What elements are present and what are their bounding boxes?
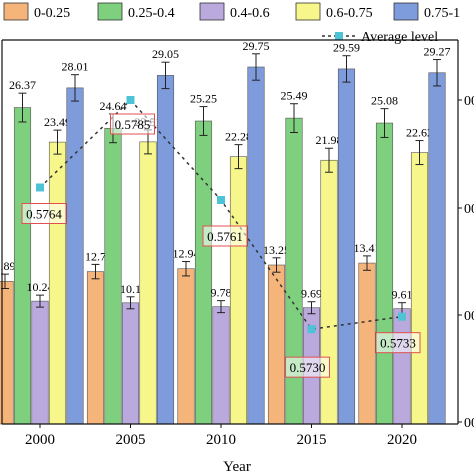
average-label: 0.5733	[380, 336, 416, 351]
average-label: 0.5764	[26, 207, 62, 222]
average-label-box	[285, 356, 330, 378]
bar	[13, 107, 32, 425]
bar	[285, 117, 303, 425]
data-label: 9.69	[301, 287, 322, 301]
bar	[267, 264, 286, 425]
y2-tick-label: 00	[464, 202, 474, 217]
bar	[66, 87, 84, 425]
data-label: 1.89	[0, 259, 16, 273]
data-label: 29.75	[243, 39, 270, 53]
x-tick-label: 2015	[297, 432, 327, 448]
data-label: 23.49	[44, 115, 71, 129]
data-label: 9.78	[211, 286, 232, 300]
legend-swatch	[97, 2, 123, 21]
bar	[428, 72, 446, 425]
legend-swatch	[295, 2, 321, 21]
bar	[247, 66, 265, 425]
data-label: 24.64	[100, 99, 127, 113]
bar	[48, 141, 67, 425]
average-label-box	[21, 203, 67, 224]
average-marker	[307, 325, 316, 334]
average-label-box	[202, 225, 248, 247]
legend-label: 0.75-1	[424, 6, 460, 21]
x-tick-label: 2005	[116, 432, 146, 448]
data-label: 29.05	[152, 47, 179, 61]
average-marker	[126, 96, 135, 104]
data-label: 10.1	[120, 282, 141, 296]
data-label: 9.61	[392, 288, 413, 302]
data-label: 25.08	[371, 94, 398, 108]
average-label-box	[110, 113, 155, 135]
bar	[139, 141, 157, 425]
bar	[410, 152, 429, 425]
data-label: 25.25	[190, 92, 217, 106]
average-marker	[36, 183, 44, 192]
data-label: 13.25	[263, 243, 290, 257]
data-label: 29.27	[424, 45, 451, 59]
data-label: 12.7	[85, 249, 106, 263]
legend-swatch	[393, 2, 419, 21]
bar	[320, 159, 338, 425]
bars-layer: 1.89 12.7 12.94 13.25 13.41 26.37 24.64 25.25 25…	[0, 39, 451, 425]
axes-layer: 2000 2005 2010 2015 2020 00 00 00 00	[1, 39, 474, 448]
x-tick-label: 2010	[206, 432, 236, 448]
data-label: 21.98	[316, 133, 343, 147]
bar	[121, 302, 140, 425]
bar	[31, 300, 49, 425]
y2-tick-label: 00	[464, 416, 474, 431]
legend-label: 0.4-0.6	[230, 6, 270, 21]
legend-label: 0.25-0.4	[128, 6, 175, 21]
data-label: 13.41	[354, 241, 381, 255]
y2-tick-label: 00	[464, 94, 474, 109]
average-label-box	[375, 332, 421, 354]
legend-swatch	[3, 2, 29, 21]
legend: 0-0.25 0.25-0.4 0.4-0.6 0.6-0.75 0.75-1 Avera…	[3, 2, 460, 45]
average-label: 0.5730	[290, 360, 326, 375]
x-tick-label: 2020	[387, 432, 417, 448]
legend-label: 0.6-0.75	[326, 6, 373, 21]
bar	[358, 262, 376, 425]
average-marker	[398, 312, 406, 321]
y2-tick-label: 00	[464, 309, 474, 324]
legend-swatch	[199, 2, 225, 21]
bar	[177, 268, 195, 425]
average-line-layer: 0.5764 0.5785 0.5761 0.5730 0.5733	[21, 96, 421, 378]
data-label: 10.24	[27, 280, 54, 294]
data-label: 29.59	[333, 41, 360, 55]
bar	[194, 120, 213, 425]
bar	[156, 75, 175, 425]
average-label: 0.5761	[207, 229, 243, 244]
x-tick-label: 2000	[25, 432, 55, 448]
legend-average-marker	[335, 32, 343, 40]
average-marker	[217, 196, 225, 204]
data-label: 22.62	[406, 126, 433, 140]
legend-label: 0-0.25	[34, 6, 70, 21]
data-label: 12.94	[173, 247, 200, 261]
bar	[337, 68, 356, 425]
bar	[86, 271, 105, 425]
data-label: 22.28	[225, 130, 252, 144]
bar	[393, 308, 411, 425]
average-label: 0.5785	[115, 117, 151, 132]
bar	[229, 156, 248, 425]
data-label: 28.01	[62, 60, 89, 74]
x-axis-title: Year	[223, 459, 251, 474]
data-label: 25.49	[281, 89, 308, 103]
data-label: 26.37	[9, 78, 36, 92]
bar	[375, 122, 394, 425]
legend-label: Average level	[361, 30, 438, 45]
bar	[104, 128, 122, 425]
bar	[212, 306, 230, 425]
